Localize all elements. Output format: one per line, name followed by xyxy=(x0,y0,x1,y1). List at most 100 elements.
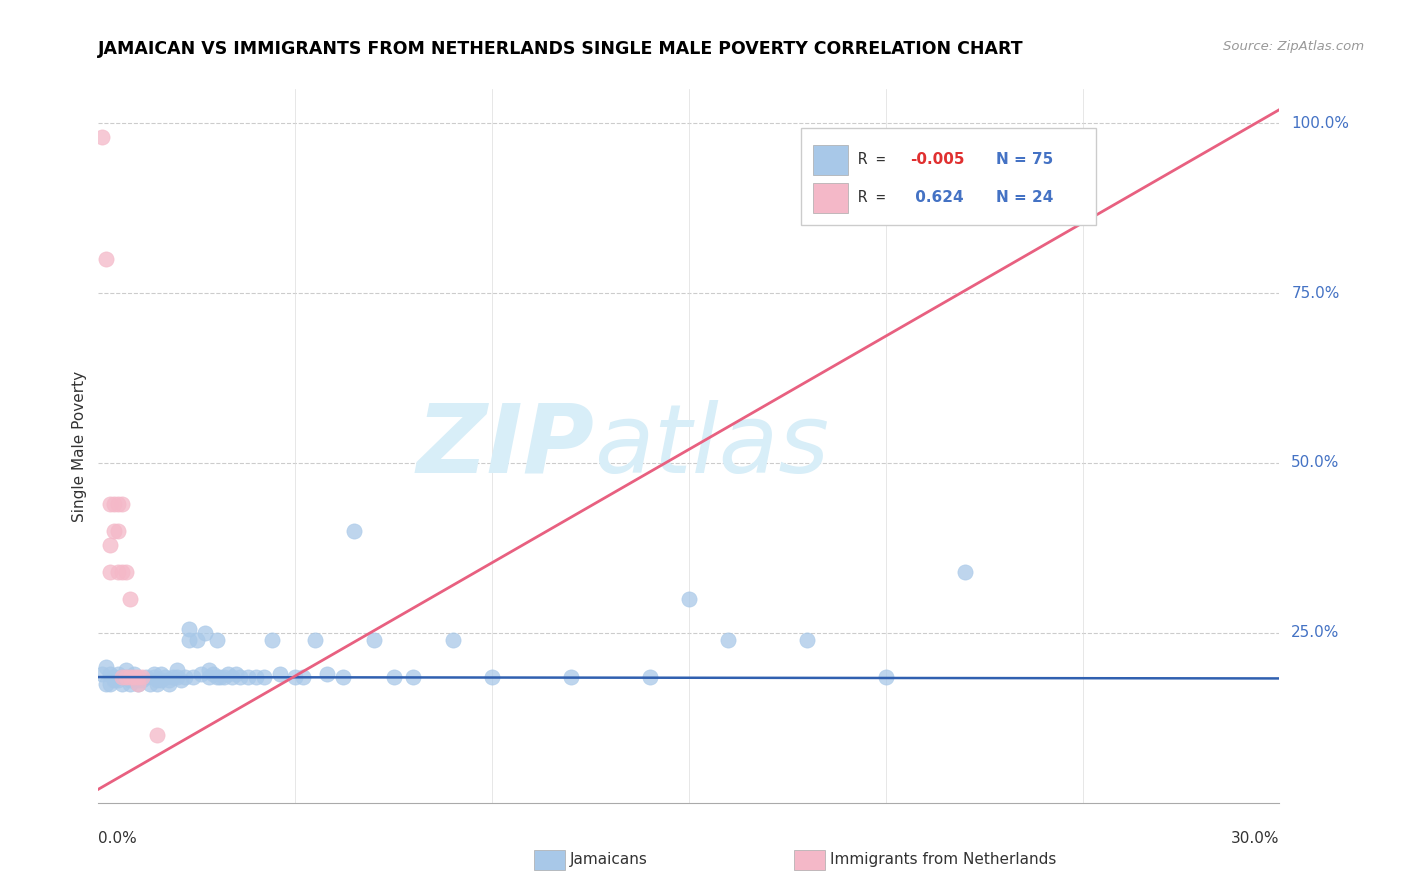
Point xyxy=(205,632,228,647)
Point xyxy=(103,673,125,688)
Point xyxy=(98,677,121,691)
Point xyxy=(166,663,188,677)
Point xyxy=(177,623,200,637)
Point xyxy=(122,670,145,684)
Point xyxy=(127,670,149,684)
Point xyxy=(402,670,425,684)
Point xyxy=(253,670,276,684)
Point xyxy=(194,626,217,640)
Point xyxy=(217,666,239,681)
Point xyxy=(269,666,291,681)
Text: Immigrants from Netherlands: Immigrants from Netherlands xyxy=(830,853,1056,867)
Point xyxy=(678,591,700,606)
Text: N = 24: N = 24 xyxy=(995,190,1053,205)
Text: Source: ZipAtlas.com: Source: ZipAtlas.com xyxy=(1223,40,1364,54)
Point xyxy=(150,666,173,681)
Point xyxy=(382,670,405,684)
Text: atlas: atlas xyxy=(595,400,830,492)
Point xyxy=(162,670,184,684)
Point xyxy=(111,677,134,691)
Point xyxy=(107,673,129,688)
Point xyxy=(186,632,208,647)
Point xyxy=(122,666,145,681)
Point xyxy=(96,677,118,691)
Point xyxy=(177,632,200,647)
Y-axis label: Single Male Poverty: Single Male Poverty xyxy=(72,370,87,522)
Point xyxy=(98,537,121,551)
Text: JAMAICAN VS IMMIGRANTS FROM NETHERLANDS SINGLE MALE POVERTY CORRELATION CHART: JAMAICAN VS IMMIGRANTS FROM NETHERLANDS … xyxy=(98,40,1024,58)
Point xyxy=(115,663,138,677)
Point xyxy=(315,666,337,681)
Point xyxy=(441,632,464,647)
Point xyxy=(103,497,125,511)
Point xyxy=(221,670,243,684)
Point xyxy=(875,670,897,684)
Text: ZIP: ZIP xyxy=(416,400,595,492)
Text: 0.624: 0.624 xyxy=(910,190,963,205)
Point xyxy=(142,666,165,681)
Bar xyxy=(813,183,848,212)
Point xyxy=(481,670,503,684)
Point xyxy=(127,673,149,688)
Text: R =: R = xyxy=(858,190,894,205)
Point xyxy=(142,670,165,684)
Point xyxy=(118,673,141,688)
Point xyxy=(560,670,582,684)
Point xyxy=(245,670,267,684)
Bar xyxy=(813,145,848,175)
Point xyxy=(111,497,134,511)
Point xyxy=(91,666,114,681)
Point xyxy=(127,677,149,691)
Point xyxy=(107,497,129,511)
Point xyxy=(111,565,134,579)
Point xyxy=(157,677,180,691)
Point xyxy=(181,670,204,684)
Point xyxy=(197,663,219,677)
Point xyxy=(229,670,252,684)
Point xyxy=(98,497,121,511)
Point xyxy=(304,632,326,647)
Point xyxy=(363,632,385,647)
Point xyxy=(107,524,129,538)
Point xyxy=(638,670,661,684)
Point xyxy=(96,660,118,674)
Text: 25.0%: 25.0% xyxy=(1291,625,1340,640)
Point xyxy=(107,666,129,681)
Point xyxy=(197,670,219,684)
Point xyxy=(115,670,138,684)
Point xyxy=(98,666,121,681)
Point xyxy=(146,673,169,688)
Text: 0.0%: 0.0% xyxy=(98,831,138,847)
Point xyxy=(107,565,129,579)
Point xyxy=(103,524,125,538)
Text: 50.0%: 50.0% xyxy=(1291,456,1340,470)
Point xyxy=(98,565,121,579)
Point xyxy=(103,670,125,684)
Point xyxy=(150,673,173,688)
Point xyxy=(118,591,141,606)
Text: 75.0%: 75.0% xyxy=(1291,285,1340,301)
Point xyxy=(953,565,976,579)
Point xyxy=(131,673,153,688)
Point xyxy=(115,565,138,579)
Point xyxy=(284,670,307,684)
Point xyxy=(91,129,114,144)
Point xyxy=(190,666,212,681)
Point xyxy=(96,252,118,266)
Point xyxy=(225,666,247,681)
Point xyxy=(166,670,188,684)
Point xyxy=(135,670,157,684)
Point xyxy=(717,632,740,647)
Text: 100.0%: 100.0% xyxy=(1291,116,1350,131)
Point xyxy=(796,632,818,647)
Point xyxy=(111,670,134,684)
Point xyxy=(343,524,366,538)
Point xyxy=(146,728,169,742)
Point xyxy=(292,670,315,684)
Point xyxy=(155,670,177,684)
Point xyxy=(131,670,153,684)
Point xyxy=(205,670,228,684)
Point xyxy=(236,670,259,684)
Point xyxy=(118,670,141,684)
Point xyxy=(332,670,354,684)
